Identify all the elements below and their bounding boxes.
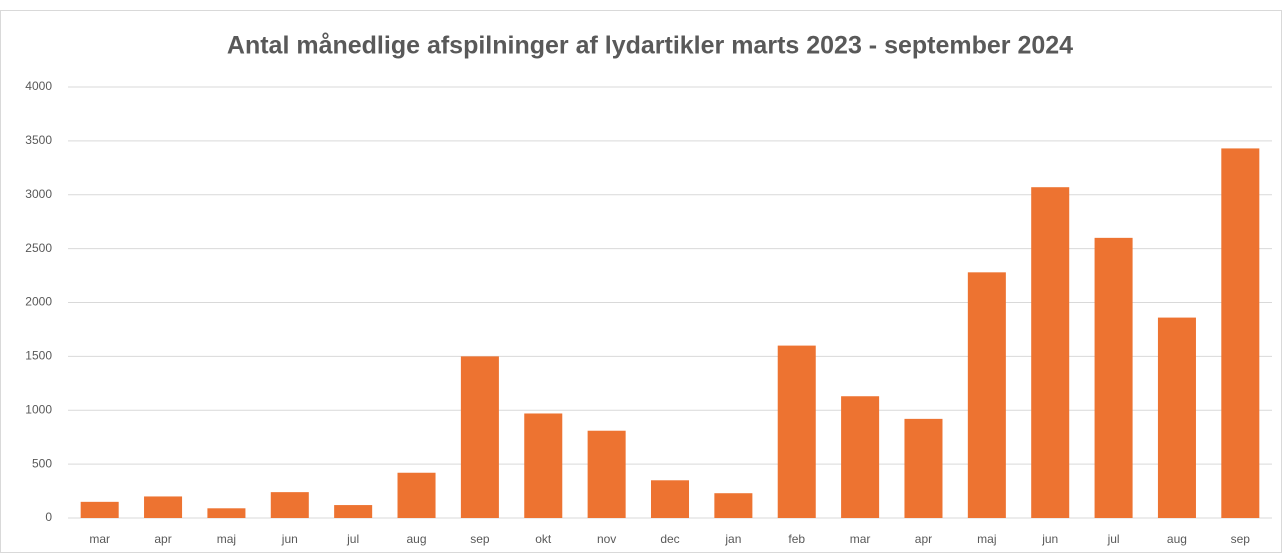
y-tick-label: 1000: [25, 402, 52, 416]
y-tick-label: 2500: [25, 241, 52, 255]
y-tick-label: 1500: [25, 349, 52, 363]
bar: [714, 493, 753, 518]
bar: [270, 492, 309, 518]
y-tick-label: 2000: [25, 295, 52, 309]
x-tick-label: mar: [850, 532, 871, 546]
bar: [397, 472, 436, 518]
x-tick-label: maj: [977, 532, 996, 546]
x-tick-label: feb: [788, 532, 805, 546]
x-tick-label: jul: [346, 532, 359, 546]
x-tick-label: maj: [217, 532, 236, 546]
x-tick-label: sep: [1231, 532, 1251, 546]
bar: [904, 418, 943, 518]
y-tick-label: 4000: [25, 79, 52, 93]
x-tick-label: jun: [1041, 532, 1058, 546]
y-tick-label: 500: [32, 456, 52, 470]
bar: [1031, 187, 1070, 518]
x-tick-label: jan: [724, 532, 741, 546]
bar: [587, 430, 626, 518]
bar: [1221, 148, 1260, 519]
x-tick-label: aug: [407, 532, 427, 546]
x-tick-label: aug: [1167, 532, 1187, 546]
bar: [1094, 237, 1133, 518]
bar: [841, 396, 880, 518]
bar: [524, 413, 563, 518]
bar: [144, 496, 183, 518]
bar: [460, 356, 499, 518]
x-tick-label: sep: [470, 532, 490, 546]
bar: [1157, 317, 1196, 518]
chart-border: [0, 10, 1282, 553]
bar: [650, 480, 690, 518]
bar: [80, 501, 119, 518]
bar: [334, 505, 373, 518]
x-tick-label: jun: [281, 532, 298, 546]
chart-title: Antal månedlige afspilninger af lydartik…: [227, 32, 1073, 60]
x-tick-label: apr: [915, 532, 932, 546]
y-tick-label: 3500: [25, 133, 52, 147]
x-tick-label: okt: [535, 532, 552, 546]
bar: [207, 508, 246, 518]
bar: [777, 345, 816, 518]
bar: [967, 272, 1006, 518]
x-tick-label: nov: [597, 532, 616, 546]
x-tick-label: dec: [660, 532, 679, 546]
y-tick-label: 0: [45, 510, 52, 524]
x-tick-label: jul: [1107, 532, 1120, 546]
x-tick-label: mar: [89, 532, 110, 546]
y-tick-label: 3000: [25, 187, 52, 201]
x-tick-label: apr: [154, 532, 171, 546]
